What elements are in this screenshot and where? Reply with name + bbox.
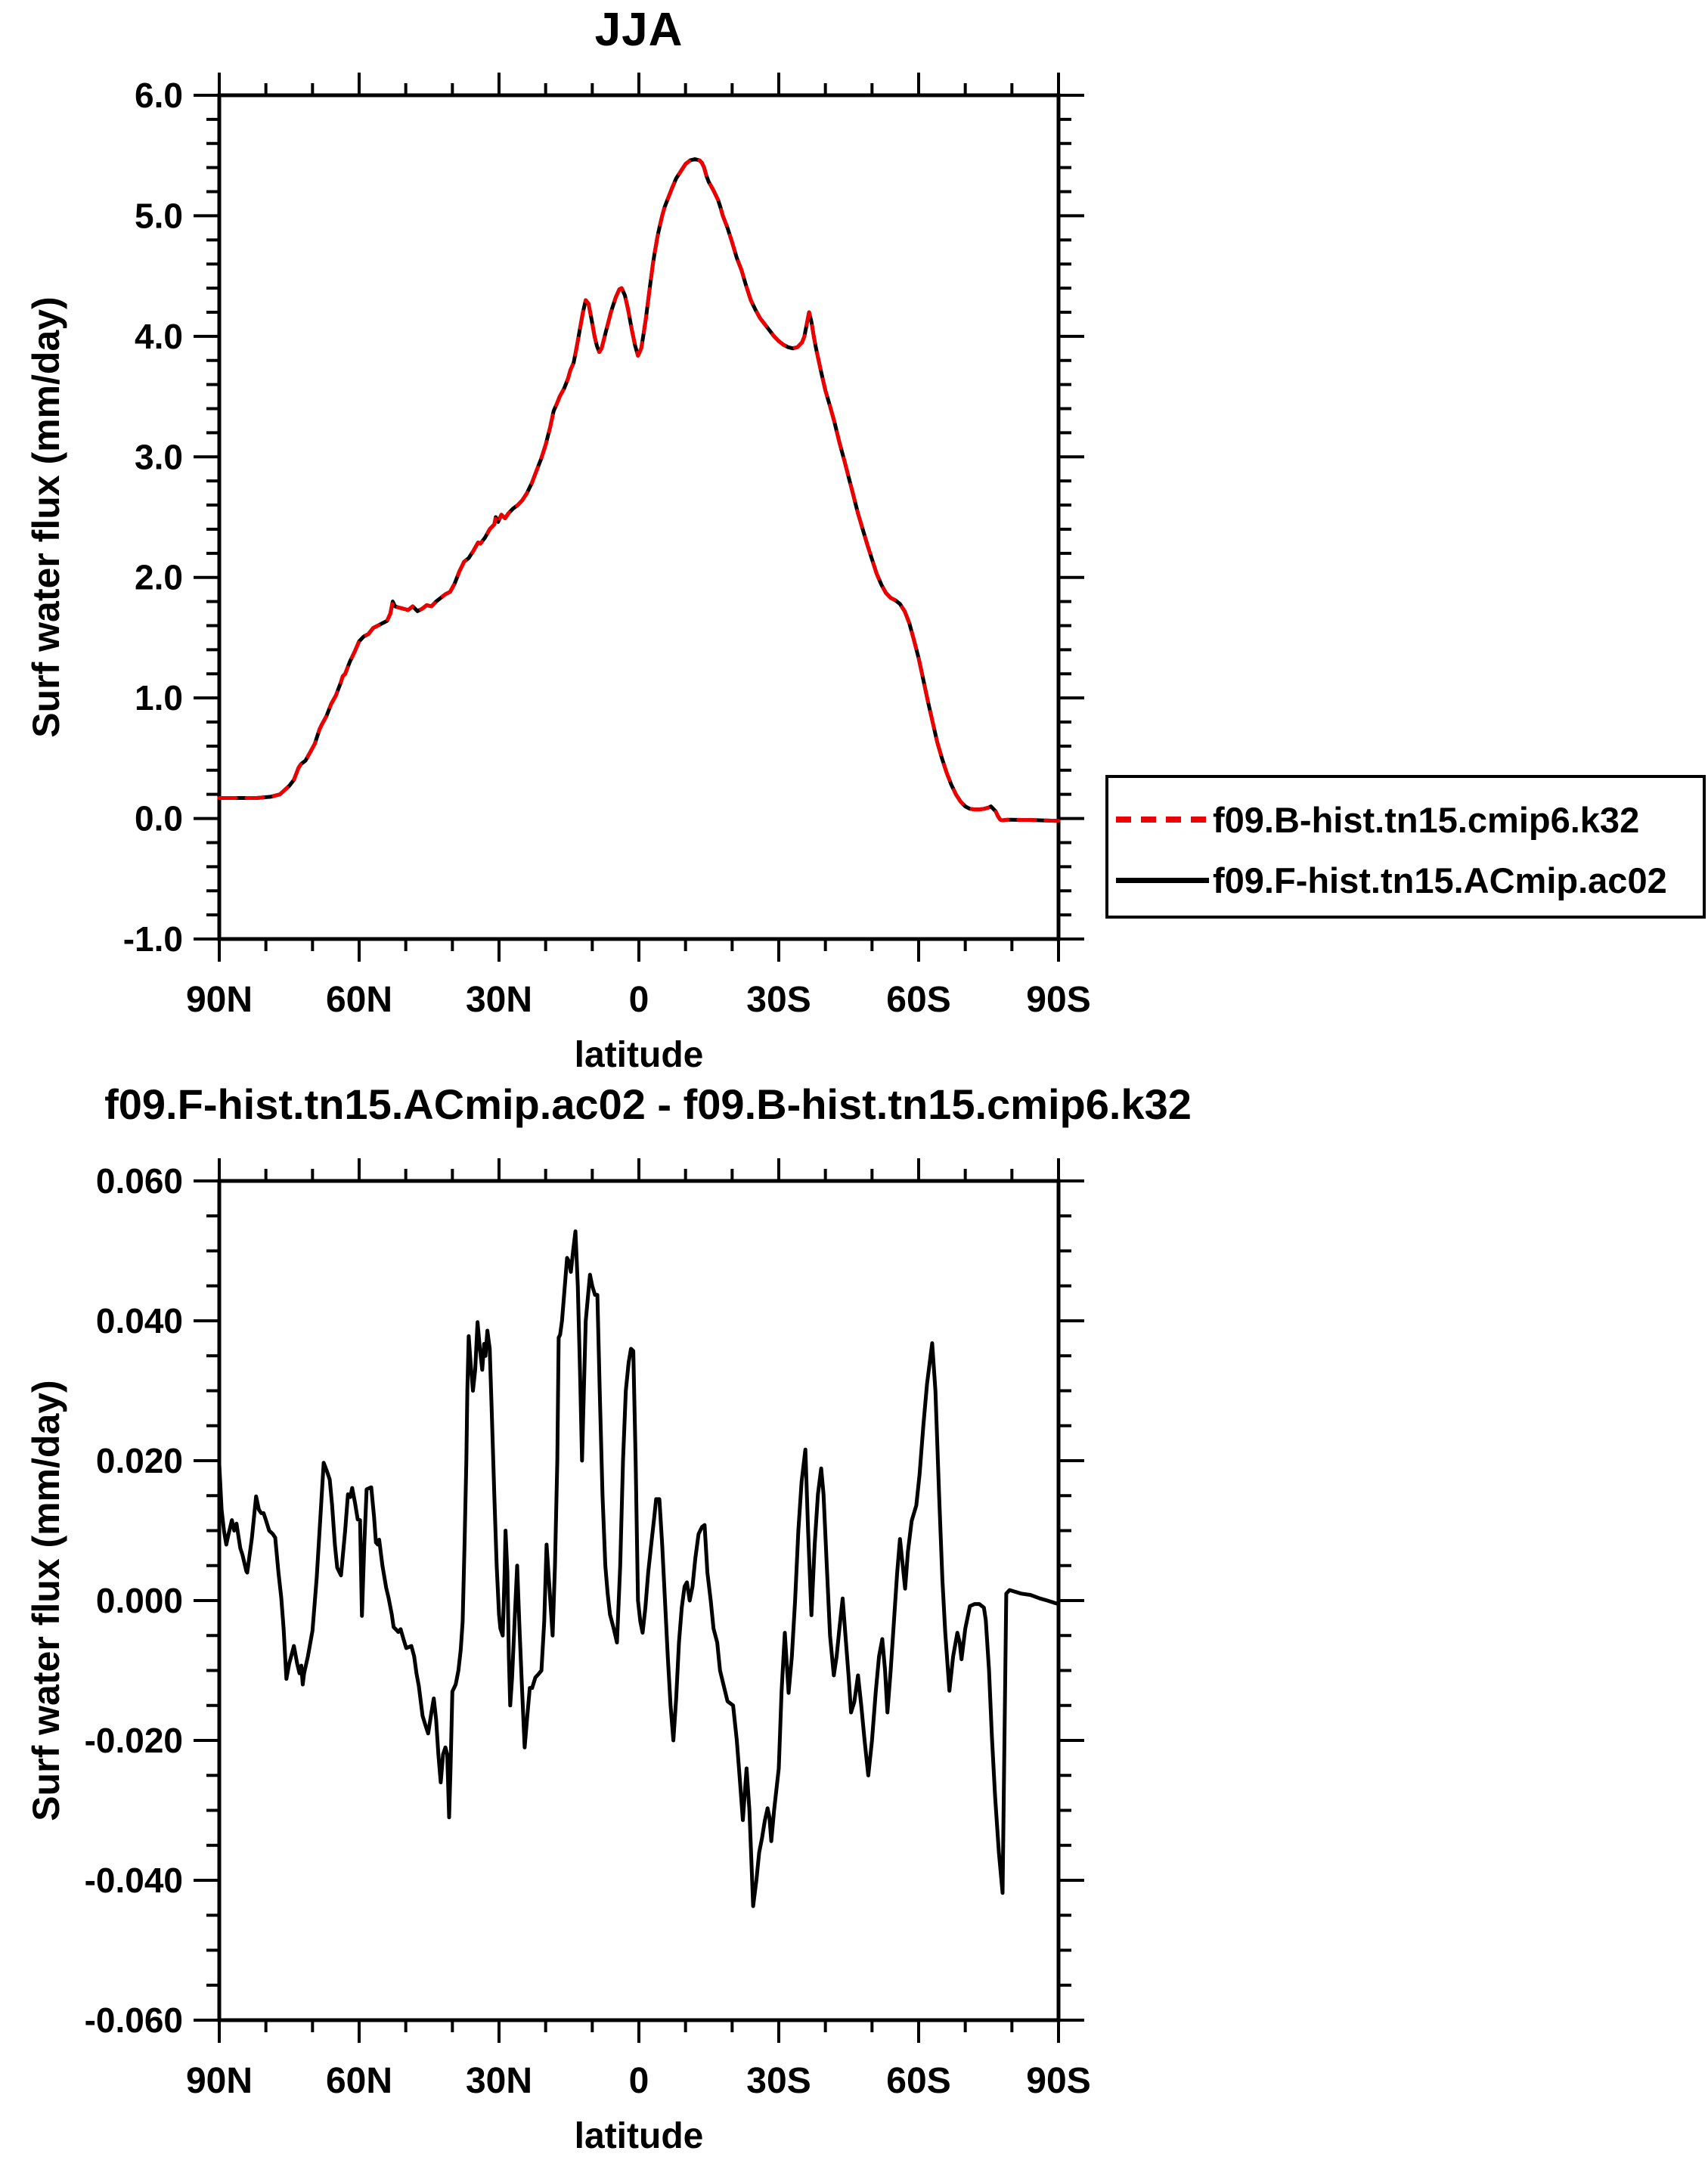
black-solid-line-sample-icon	[1116, 877, 1209, 883]
jja-flux-chart-y-tick-label: 4.0	[135, 317, 183, 356]
jja-flux-chart-y-tick-label: 5.0	[135, 196, 183, 235]
jja-flux-chart-x-tick-label: 30N	[466, 980, 532, 1020]
legend-entry-f-hist: f09.F-hist.tn15.ACmip.ac02	[1116, 857, 1667, 903]
difference-chart-x-tick-label: 90N	[186, 2061, 253, 2101]
difference-chart-y-tick-label: -0.060	[85, 2000, 183, 2040]
jja-flux-chart-y-tick-label: -1.0	[123, 919, 183, 959]
jja-flux-chart-x-tick-label: 90S	[1026, 980, 1090, 1020]
difference-chart-x-tick-label: 60N	[326, 2061, 392, 2101]
difference-chart-y-tick-label: 0.040	[96, 1301, 183, 1340]
jja-flux-chart-x-tick-label: 60S	[886, 980, 950, 1020]
jja-flux-chart-x-tick-label: 60N	[326, 980, 392, 1020]
jja-flux-chart-y-tick-label: 0.0	[135, 799, 183, 838]
red-dashed-line-sample-icon	[1116, 817, 1209, 823]
legend-label-b-hist: f09.B-hist.tn15.cmip6.k32	[1213, 799, 1640, 840]
difference-chart-series-solid-line	[217, 1229, 1061, 1908]
legend-box: f09.B-hist.tn15.cmip6.k32 f09.F-hist.tn1…	[1105, 775, 1706, 919]
jja-flux-chart-y-tick-label: 1.0	[135, 678, 183, 717]
top-chart-x-axis-label: latitude	[574, 1035, 704, 1075]
bottom-chart-y-axis-label: Surf water flux (mm/day)	[25, 1380, 67, 1821]
legend-label-f-hist: f09.F-hist.tn15.ACmip.ac02	[1213, 860, 1667, 900]
difference-chart-x-tick-label: 30S	[746, 2061, 811, 2101]
difference-chart-y-tick-label: 0.020	[96, 1441, 183, 1480]
top-chart-y-axis-label: Surf water flux (mm/day)	[25, 296, 67, 738]
jja-flux-chart-series-dashed-line	[217, 157, 1061, 823]
difference-chart-x-tick-label: 0	[629, 2061, 649, 2101]
jja-flux-chart-x-tick-label: 30S	[746, 980, 811, 1020]
difference-chart-y-tick-label: 0.000	[96, 1581, 183, 1620]
jja-flux-chart-axes-box	[217, 93, 1061, 941]
jja-flux-chart-x-tick-label: 90N	[186, 980, 253, 1020]
difference-chart-y-tick-label: -0.040	[85, 1861, 183, 1900]
difference-chart-x-tick-label: 30N	[466, 2061, 532, 2101]
top-chart-title: JJA	[594, 4, 684, 56]
jja-flux-chart-y-tick-label: 2.0	[135, 558, 183, 597]
legend-entry-b-hist: f09.B-hist.tn15.cmip6.k32	[1116, 797, 1639, 842]
difference-chart-x-tick-label: 90S	[1026, 2061, 1090, 2101]
jja-flux-chart-y-tick-label: 3.0	[135, 437, 183, 476]
difference-chart-y-tick-label: -0.020	[85, 1721, 183, 1760]
jja-flux-chart-x-tick-label: 0	[629, 980, 649, 1020]
bottom-chart-x-axis-label: latitude	[574, 2116, 704, 2156]
difference-chart-y-tick-label: 0.060	[96, 1161, 183, 1201]
difference-chart-x-tick-label: 60S	[886, 2061, 950, 2101]
jja-flux-chart-y-tick-label: 6.0	[135, 76, 183, 115]
bottom-chart-title: f09.F-hist.tn15.ACmip.ac02 - f09.B-hist.…	[104, 1080, 1192, 1128]
